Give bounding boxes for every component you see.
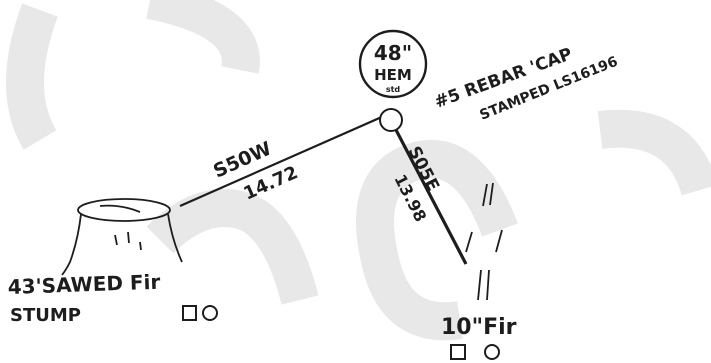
hemlock-std-label: std <box>386 85 401 94</box>
rebar-monument-icon <box>379 108 403 132</box>
watermark-letter-c <box>356 139 518 341</box>
stump-top-icon <box>77 198 171 222</box>
watermark-arc-top <box>146 0 260 74</box>
stump-ring <box>99 204 141 213</box>
bearing-line-south <box>393 127 468 265</box>
hemlock-species-label: HEM <box>374 66 412 84</box>
hemlock-tree-circle <box>358 29 428 99</box>
stump-right-side <box>167 213 183 263</box>
stump-circle-icon <box>202 305 218 321</box>
fir-trunk-top <box>482 182 494 207</box>
fir-square-icon <box>450 344 466 360</box>
watermark-arc-right <box>597 109 711 196</box>
watermark-arc-left <box>6 3 58 150</box>
fir-tree-drawing <box>465 182 503 301</box>
fir-trunk-mid <box>465 229 503 253</box>
stump-label-line2: STUMP <box>10 305 81 326</box>
fir-label: 10"Fir <box>441 315 517 340</box>
stump-left-side <box>61 213 82 276</box>
bearing-line-southwest <box>179 114 385 208</box>
stump-label-line1: 43'SAWED Fir <box>7 270 160 299</box>
stump-drawing <box>61 198 183 276</box>
watermark-arc-bottom <box>146 189 319 305</box>
stump-square-icon <box>182 305 197 321</box>
hemlock-diameter-label: 48" <box>374 41 412 65</box>
fir-trunk-bottom <box>477 269 490 301</box>
stump-marks <box>114 231 142 251</box>
fir-circle-icon <box>484 344 500 360</box>
watermark <box>6 0 711 341</box>
